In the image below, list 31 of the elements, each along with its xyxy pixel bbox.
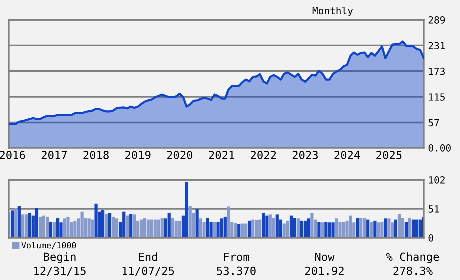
y-tick-label: 0 bbox=[428, 234, 434, 242]
y-tick-label: 57 bbox=[428, 119, 440, 127]
text: 12/31/15 bbox=[34, 266, 86, 276]
y-tick-label: 173 bbox=[429, 68, 445, 76]
text: Begin bbox=[44, 252, 76, 264]
y-tick-label: 289 bbox=[428, 16, 446, 24]
x-tick-label: 2020 bbox=[167, 151, 193, 160]
x-tick-label: 2022 bbox=[251, 151, 276, 160]
text: From bbox=[224, 252, 250, 262]
text: 201.92 bbox=[306, 266, 344, 276]
text: Now bbox=[315, 252, 335, 262]
x-tick-label: 2025 bbox=[376, 151, 402, 160]
x-tick-label: 2021 bbox=[209, 151, 234, 160]
chart-title: Monthly bbox=[312, 7, 354, 16]
x-tick-label: 2024 bbox=[334, 151, 360, 160]
x-tick-label: 2018 bbox=[84, 151, 109, 160]
x-tick-label: 2019 bbox=[126, 151, 151, 160]
x-tick-label: 2023 bbox=[292, 151, 318, 160]
text: 278.3% bbox=[394, 266, 433, 276]
y-tick-label: 51 bbox=[428, 206, 440, 213]
y-tick-label: 115 bbox=[429, 94, 445, 101]
y-tick-label: 231 bbox=[428, 42, 446, 50]
text: % Change bbox=[386, 252, 440, 264]
legend-label: Volume/1000 bbox=[22, 242, 76, 250]
text: 53.370 bbox=[217, 266, 256, 276]
text: 11/07/25 bbox=[122, 266, 174, 276]
y-tick-label: 0.00 bbox=[428, 144, 451, 152]
x-tick-label: 2016 bbox=[0, 151, 26, 160]
y-tick-label: 102 bbox=[429, 176, 445, 184]
x-tick-label: 2017 bbox=[42, 151, 68, 160]
text: End bbox=[139, 252, 158, 262]
